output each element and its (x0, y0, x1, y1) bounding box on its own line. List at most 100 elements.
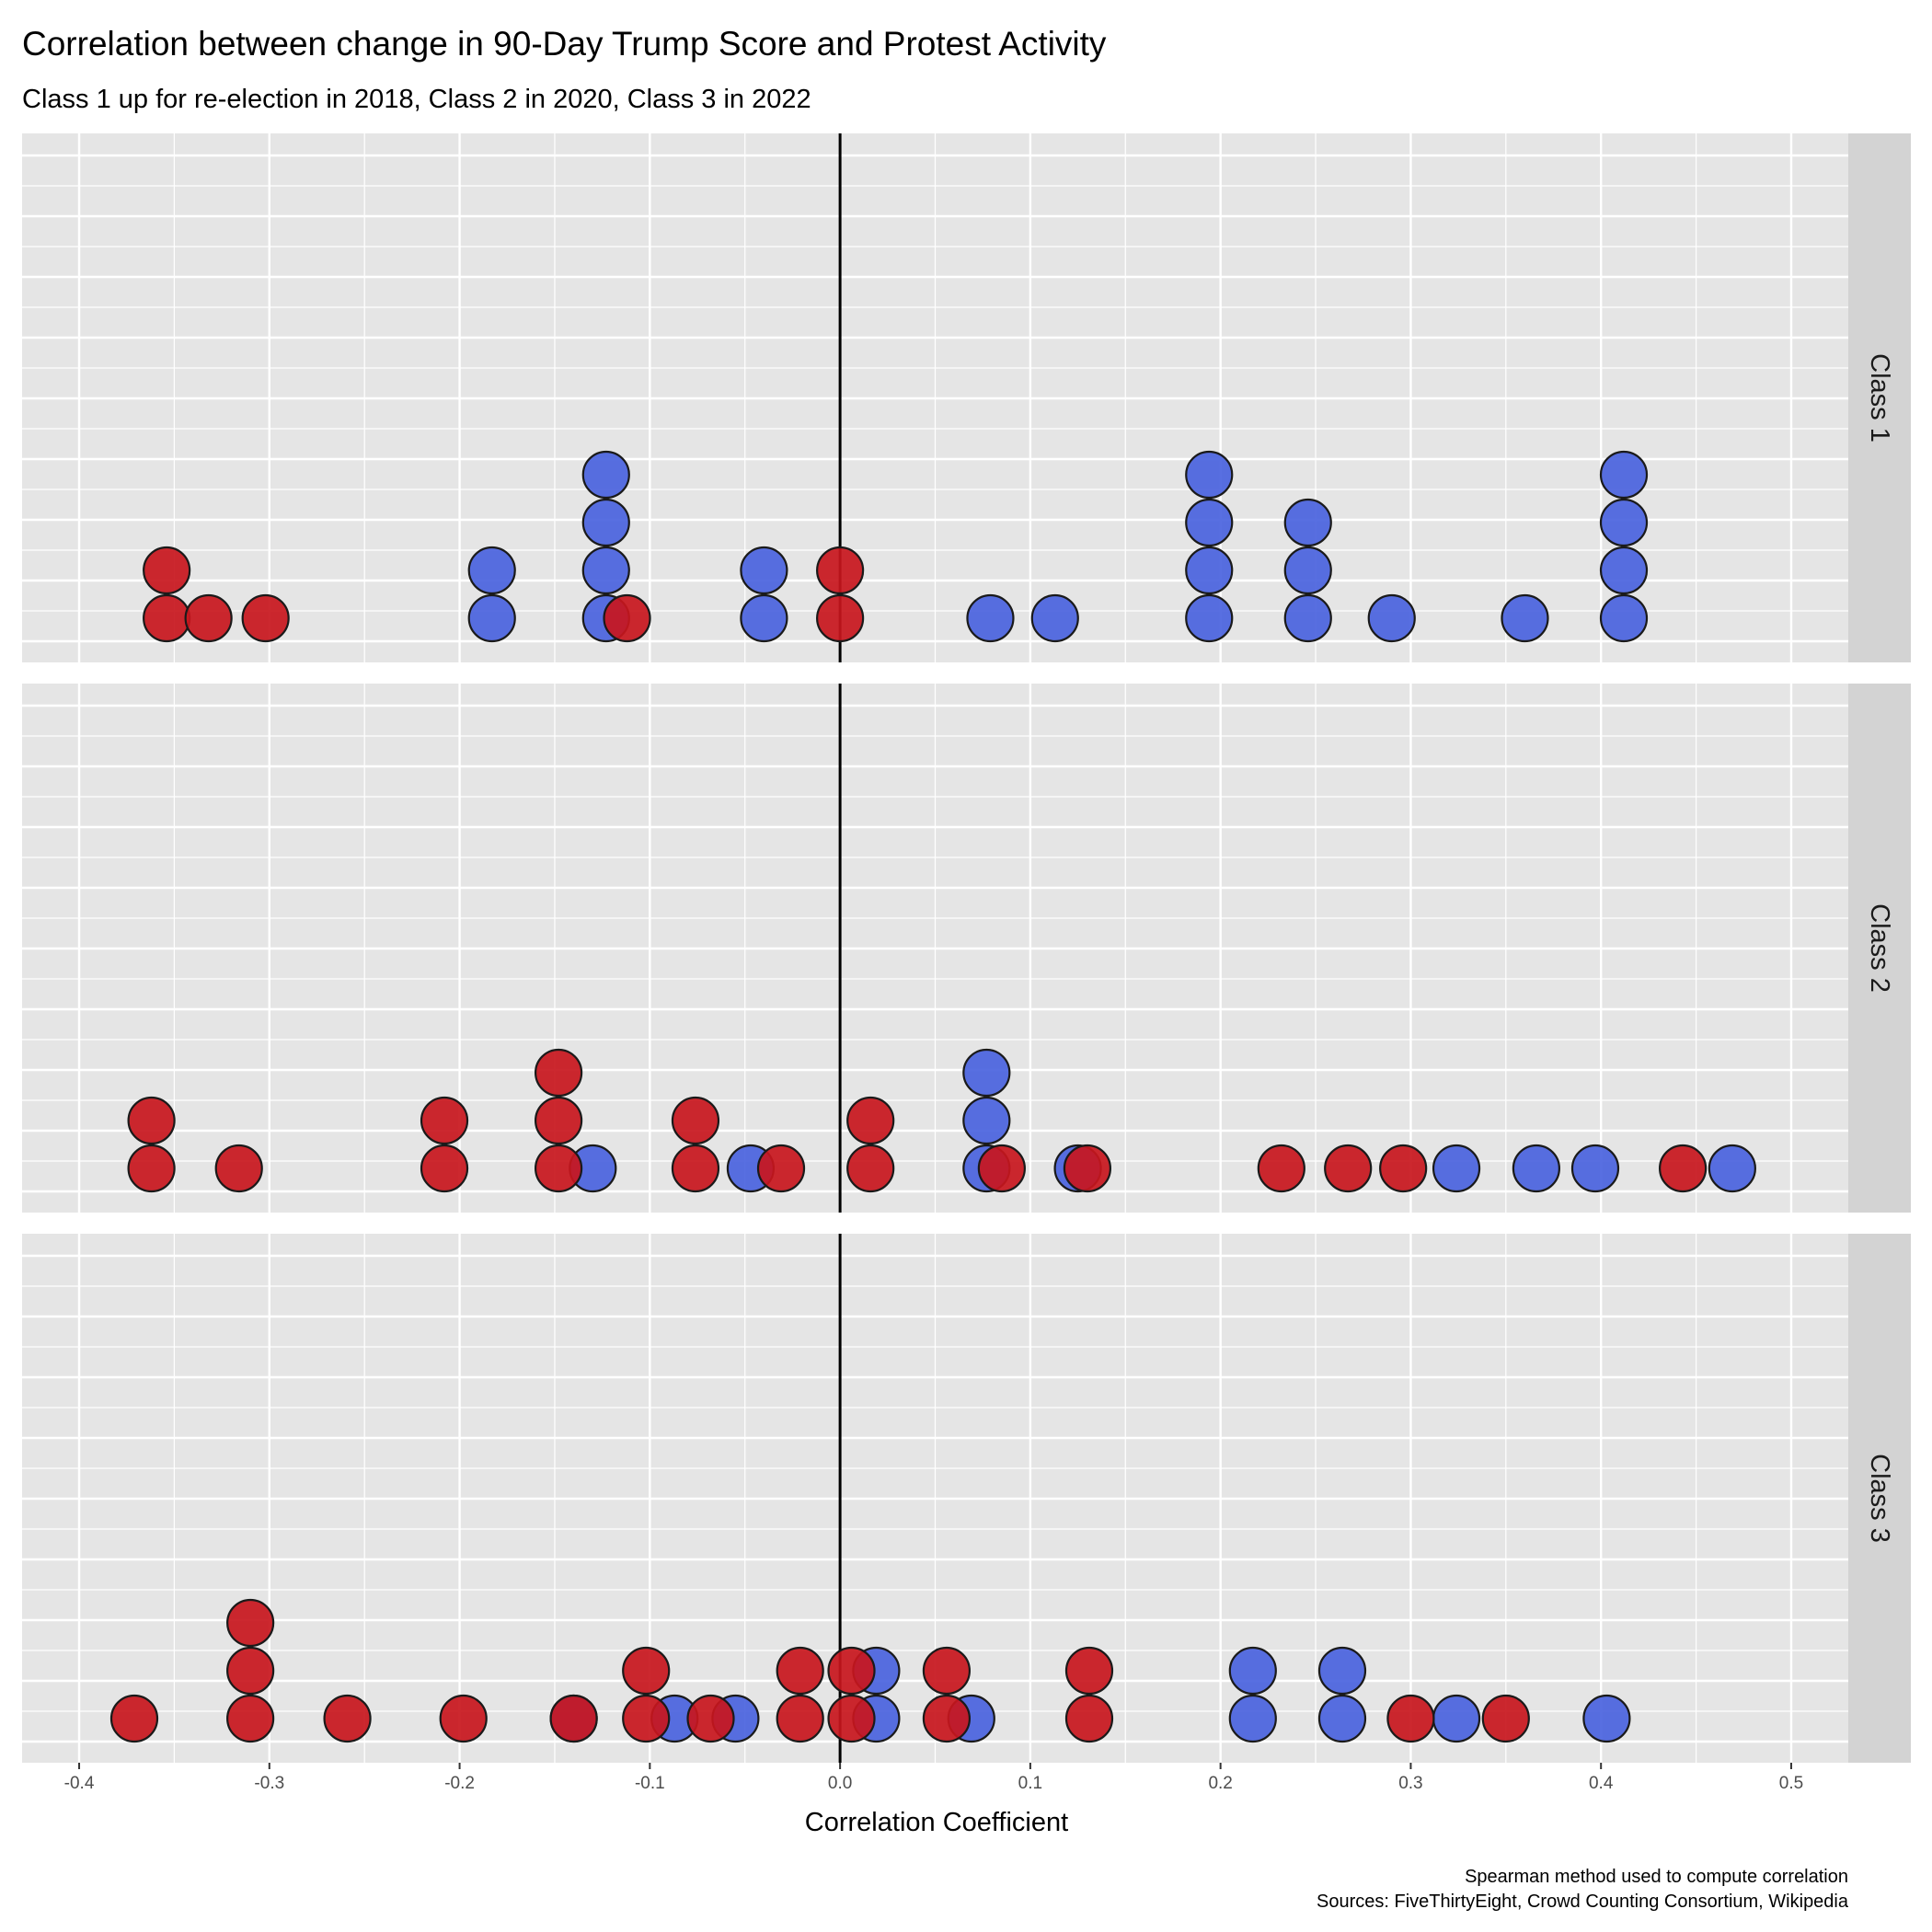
dot-blue (1283, 546, 1332, 595)
dot-red (184, 593, 233, 643)
dot-red (922, 1646, 972, 1696)
dot-red (977, 1144, 1026, 1193)
x-tick-label: -0.2 (444, 1774, 475, 1793)
dot-red (1386, 1694, 1435, 1743)
dot-red (439, 1694, 488, 1743)
dot-blue (1599, 546, 1649, 595)
dot-red (226, 1598, 275, 1648)
x-tick-label: 0.1 (1018, 1774, 1042, 1793)
dot-blue (1599, 593, 1649, 643)
dot-blue (1030, 593, 1079, 643)
dot-red (143, 593, 191, 643)
dot-red (1481, 1694, 1530, 1743)
dot-red (143, 546, 191, 595)
facet-panels: Class 1 Class 2 Class 3 (22, 133, 1911, 1763)
dot-red (534, 1096, 583, 1145)
dot-blue (1185, 450, 1234, 500)
x-tick-label: -0.3 (254, 1774, 284, 1793)
dot-blue (1708, 1144, 1756, 1193)
dot-blue (740, 546, 788, 595)
dot-red (1063, 1144, 1112, 1193)
dot-red (827, 1646, 876, 1696)
dot-red (534, 1144, 583, 1193)
dot-red (816, 593, 865, 643)
dot-blue (581, 498, 630, 547)
dot-red (420, 1096, 469, 1145)
x-tick-label: 0.2 (1208, 1774, 1232, 1793)
x-tick-label: 0.3 (1398, 1774, 1422, 1793)
dot-red (127, 1144, 176, 1193)
dot-red (534, 1048, 583, 1098)
dot-red (846, 1096, 895, 1145)
chart-title: Correlation between change in 90-Day Tru… (22, 25, 1107, 63)
x-tick-label: 0.0 (828, 1774, 852, 1793)
facet-panel-3: Class 3 (22, 1234, 1911, 1763)
dot-red (1379, 1144, 1428, 1193)
dot-blue (1570, 1144, 1620, 1193)
dot-red (622, 1694, 671, 1743)
x-tick-label: 0.5 (1779, 1774, 1803, 1793)
dot-blue (1228, 1694, 1277, 1743)
dot-blue (966, 593, 1015, 643)
dot-blue (1512, 1144, 1560, 1193)
dot-red (603, 593, 651, 643)
facet-strip (1848, 684, 1911, 1213)
dot-blue (1283, 593, 1332, 643)
dot-red (226, 1694, 275, 1743)
dot-red (776, 1694, 824, 1743)
dot-red (1324, 1144, 1373, 1193)
dot-red (226, 1646, 275, 1696)
dot-blue (962, 1096, 1011, 1145)
facet-label: Class 1 (1865, 353, 1894, 443)
dot-red (420, 1144, 469, 1193)
dot-red (816, 546, 865, 595)
x-tick-label: -0.1 (635, 1774, 665, 1793)
caption-sources: Sources: FiveThirtyEight, Crowd Counting… (1317, 1892, 1849, 1912)
dot-red (776, 1646, 824, 1696)
facet-panel-2: Class 2 (22, 684, 1911, 1213)
dot-blue (1228, 1646, 1277, 1696)
dot-red (846, 1144, 895, 1193)
dot-red (241, 593, 290, 643)
dot-red (671, 1144, 720, 1193)
dot-blue (1582, 1694, 1631, 1743)
dot-red (323, 1694, 372, 1743)
dot-blue (1432, 1144, 1481, 1193)
dot-blue (1317, 1694, 1367, 1743)
facet-panel-1: Class 1 (22, 133, 1911, 662)
dot-red (827, 1694, 876, 1743)
dot-red (1064, 1694, 1114, 1743)
dot-blue (1283, 498, 1332, 547)
dot-blue (1185, 498, 1234, 547)
dot-red (922, 1694, 972, 1743)
chart-subtitle: Class 1 up for re-election in 2018, Clas… (22, 85, 811, 114)
dot-blue (581, 546, 630, 595)
dot-red (1257, 1144, 1305, 1193)
facet-label: Class 2 (1865, 903, 1894, 993)
dot-red (214, 1144, 263, 1193)
dot-blue (581, 450, 630, 500)
dot-red (1064, 1646, 1114, 1696)
dot-blue (467, 546, 516, 595)
dot-blue (962, 1048, 1011, 1098)
dot-red (671, 1096, 720, 1145)
dot-red (109, 1694, 159, 1743)
dot-blue (1367, 593, 1416, 643)
dot-blue (1185, 546, 1234, 595)
dot-red (127, 1096, 176, 1145)
dot-red (549, 1694, 598, 1743)
dot-blue (1432, 1694, 1481, 1743)
x-tick-label: -0.4 (64, 1774, 95, 1793)
facet-strip (1848, 133, 1911, 662)
x-axis-title: Correlation Coefficient (805, 1808, 1068, 1837)
dot-blue (1317, 1646, 1367, 1696)
dot-red (756, 1144, 806, 1193)
dot-red (1659, 1144, 1708, 1193)
dot-blue (1599, 450, 1649, 500)
dot-red (622, 1646, 671, 1696)
facet-label: Class 3 (1865, 1454, 1894, 1543)
caption-method: Spearman method used to compute correlat… (1465, 1867, 1848, 1887)
dot-blue (1501, 593, 1549, 643)
dot-red (686, 1694, 735, 1743)
